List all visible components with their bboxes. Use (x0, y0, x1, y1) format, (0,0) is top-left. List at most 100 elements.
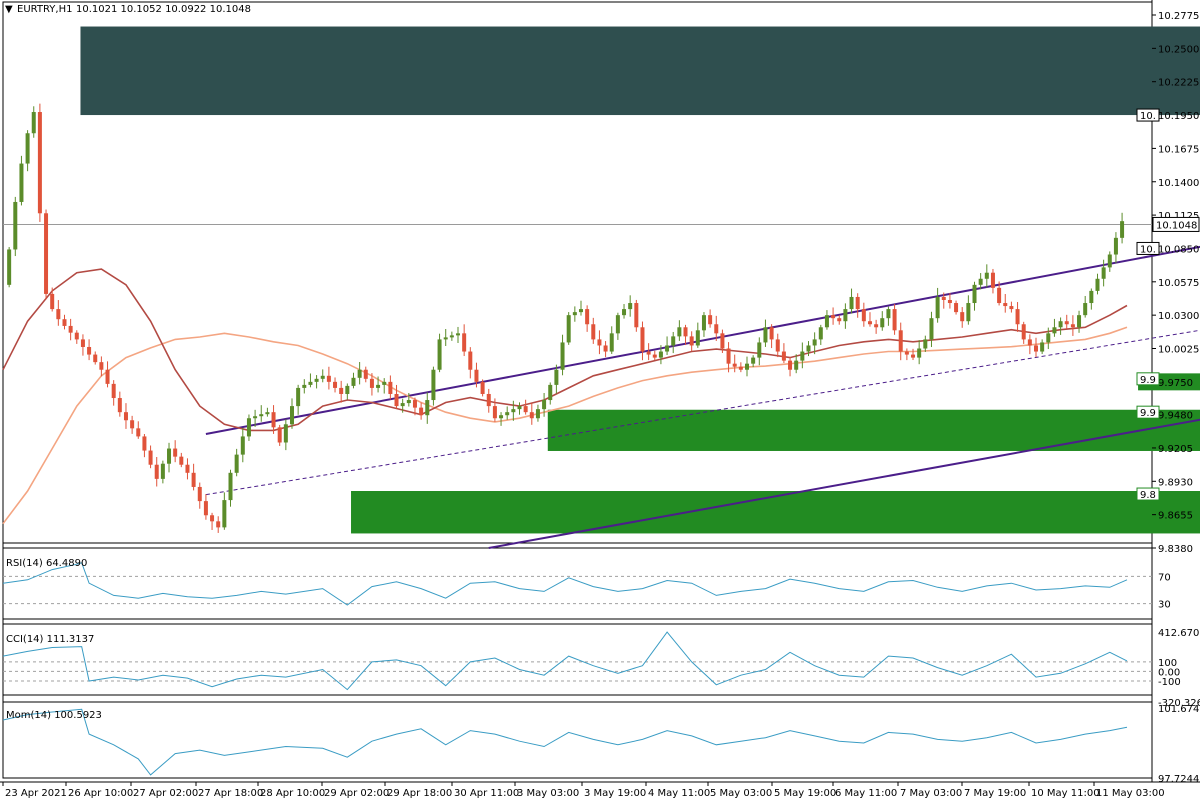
price-tick-label: 10.0300 (1158, 311, 1199, 322)
candle-body (1070, 324, 1075, 328)
price-tick-label: 10.2775 (1158, 11, 1199, 22)
candle-body (591, 324, 596, 340)
candle-body (480, 381, 485, 394)
candle-body (566, 315, 571, 343)
candle-body (431, 369, 436, 401)
candle-body (68, 325, 73, 333)
candle-body (222, 500, 227, 528)
candle-body (1083, 303, 1088, 316)
candle-body (37, 112, 42, 214)
level-tag-label: 9.9 (1140, 375, 1156, 386)
ma-fast-line (2, 268, 1128, 432)
candle-body (701, 315, 706, 331)
symbol-dropdown-icon[interactable]: ▼ (5, 4, 13, 15)
candle-body (542, 400, 547, 410)
candle-body (917, 348, 922, 358)
mom-title: Mom(14) 100.5923 (6, 710, 102, 721)
candle-body (628, 303, 633, 310)
candle-body (732, 363, 737, 367)
candle-body (517, 406, 522, 410)
candle-body (19, 163, 24, 202)
candle-body (326, 375, 331, 382)
candle-body (443, 337, 448, 340)
price-tick-label: 10.0850 (1158, 244, 1199, 255)
candle-body (1058, 321, 1063, 328)
candle-body (1089, 290, 1094, 304)
cci-tick-label: -320.326 (1158, 698, 1200, 709)
rsi-tick-label: 30 (1158, 600, 1171, 611)
current-price-tag (1152, 216, 1200, 232)
candle-body (499, 415, 504, 419)
level-tag-label: 9.9 (1140, 408, 1156, 419)
time-tick-label: 28 Apr 10:00 (260, 788, 325, 799)
candle-body (228, 472, 233, 501)
candle-body (511, 409, 516, 413)
level-tag-label: 10. (1140, 244, 1156, 255)
price-tick-label: 9.9750 (1158, 378, 1193, 389)
candle-body (646, 351, 651, 355)
zone-dark-0 (80, 26, 1200, 116)
candle-body (665, 345, 670, 352)
price-tick-label: 10.1950 (1158, 111, 1199, 122)
candle-body (406, 400, 411, 404)
candle-body (874, 324, 879, 328)
time-tick-label: 30 Apr 11:00 (454, 788, 519, 799)
candle-body (203, 501, 208, 516)
price-tick-label: 10.1400 (1158, 178, 1199, 189)
candle-body (781, 351, 786, 361)
time-tick-label: 27 Apr 02:00 (133, 788, 198, 799)
candle-body (351, 377, 356, 386)
candle-body (954, 303, 959, 313)
candle-body (554, 369, 559, 385)
candle-body (714, 324, 719, 334)
candle-body (1101, 267, 1106, 279)
candle-body (886, 309, 891, 319)
candle-body (867, 321, 872, 325)
symbol-title: EURTRY,H1 (17, 4, 73, 15)
candle-body (486, 393, 491, 407)
candle-body (191, 472, 196, 487)
candle-body (253, 416, 258, 419)
candle-body (941, 296, 946, 300)
candle-body (105, 369, 110, 384)
candle-body (523, 406, 528, 413)
candle-body (1046, 333, 1051, 343)
candle-body (861, 309, 866, 322)
rsi-tick-label: 70 (1158, 572, 1171, 583)
candle-body (320, 375, 325, 379)
candle-body (904, 351, 909, 355)
cci-title: CCI(14) 111.3137 (6, 634, 95, 645)
candle-body (167, 448, 172, 464)
candle-body (1003, 303, 1008, 307)
time-tick-label: 10 May 11:00 (1031, 788, 1100, 799)
candle-body (210, 515, 215, 522)
cci-pane (2, 618, 1153, 703)
candle-body (800, 351, 805, 361)
candle-body (849, 296, 854, 310)
candle-body (535, 409, 540, 419)
candle-body (308, 381, 313, 385)
candle-body (296, 387, 301, 407)
candle-body (683, 327, 688, 337)
candle-body (99, 362, 104, 370)
candle-body (978, 278, 983, 285)
candle-body (271, 412, 276, 428)
time-tick-label: 4 May 11:00 (648, 788, 710, 799)
candle-body (31, 112, 36, 134)
candle-body (259, 414, 264, 417)
candle-body (1095, 278, 1100, 291)
candle-body (898, 330, 903, 352)
candle-body (136, 428, 141, 437)
candle-body (997, 287, 1002, 304)
candle-body (548, 384, 553, 401)
ma-slow-line (2, 326, 1128, 525)
candle-body (1027, 339, 1032, 346)
time-tick-label: 5 May 19:00 (774, 788, 836, 799)
candle-body (13, 201, 18, 250)
candle-body (44, 213, 49, 294)
price-tick-label: 10.1125 (1158, 211, 1199, 222)
candle-body (289, 406, 294, 425)
mom-line (2, 708, 1128, 776)
candle-body (456, 333, 461, 336)
level-tag-box (1136, 241, 1160, 255)
